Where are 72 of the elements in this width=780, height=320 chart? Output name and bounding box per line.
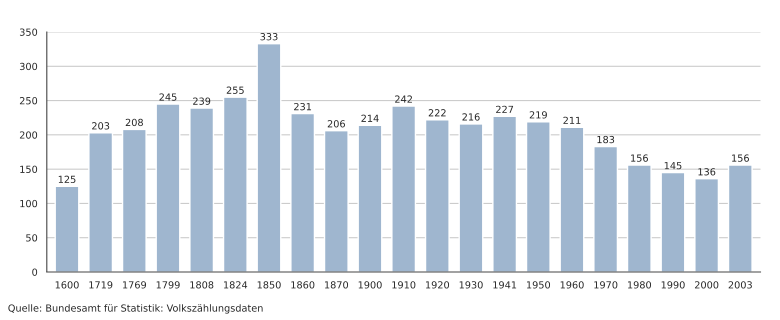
y-tick-label: 100 (20, 200, 38, 208)
data-label: 136 (698, 168, 716, 176)
bar (189, 107, 214, 272)
bar (593, 146, 618, 272)
data-label: 214 (361, 114, 379, 122)
data-label: 125 (58, 176, 76, 184)
data-label: 203 (92, 122, 110, 130)
data-label: 239 (193, 97, 210, 105)
data-label: 219 (530, 111, 547, 119)
bar (358, 124, 382, 272)
data-label: 245 (159, 93, 176, 101)
source-note: Quelle: Bundesamt für Statistik: Volkszählungsdaten (8, 304, 263, 314)
bar (694, 178, 720, 272)
bar (560, 126, 584, 272)
bar (122, 128, 147, 272)
data-label: 242 (395, 95, 412, 103)
x-tick-label: 1824 (224, 281, 248, 289)
bar (526, 121, 551, 272)
data-label: 211 (563, 116, 580, 124)
x-tick-label: 1960 (560, 281, 584, 289)
bar (391, 105, 416, 272)
data-label: 156 (732, 154, 749, 162)
bar (256, 42, 282, 272)
data-label: 183 (597, 136, 614, 144)
bar (88, 132, 114, 272)
x-tick-label: 1769 (123, 281, 146, 289)
y-tick-label: 150 (20, 166, 38, 173)
y-tick-label: 300 (20, 62, 38, 70)
y-tick-label: 350 (20, 28, 38, 36)
data-label: 208 (126, 118, 143, 126)
data-label: 231 (294, 102, 312, 110)
data-label: 216 (462, 113, 480, 121)
x-tick-label: 1870 (325, 281, 348, 289)
data-label: 333 (260, 33, 278, 40)
x-tick-label: 1990 (662, 281, 685, 289)
x-tick-label: 1941 (493, 281, 516, 289)
x-tick-label: 1970 (594, 281, 618, 289)
bar (728, 164, 753, 272)
y-tick-label: 50 (26, 234, 38, 242)
bar (222, 96, 248, 272)
y-tick-label: 0 (32, 268, 38, 276)
x-tick-label: 1950 (527, 281, 550, 289)
x-tick-label: 1719 (89, 281, 112, 289)
bar (54, 186, 80, 272)
bar (626, 164, 652, 272)
x-tick-label: 1930 (460, 281, 483, 289)
bar (156, 103, 180, 272)
y-tick-label: 200 (20, 131, 38, 139)
data-label: 156 (631, 154, 648, 162)
bar (458, 123, 484, 272)
x-tick-label: 1900 (358, 281, 382, 289)
data-label: 227 (496, 106, 514, 113)
bar (290, 112, 316, 272)
x-tick-label: 1799 (156, 281, 180, 289)
data-label: 145 (664, 162, 682, 170)
x-tick-label: 1920 (426, 281, 450, 289)
bar (660, 172, 686, 272)
data-label: 255 (226, 86, 244, 94)
data-label: 206 (328, 120, 345, 128)
x-tick-label: 1808 (190, 281, 214, 289)
x-tick-label: 1600 (56, 281, 79, 289)
bar (424, 119, 450, 272)
x-tick-label: 1850 (258, 281, 281, 289)
data-label: 222 (428, 109, 446, 116)
y-tick-label: 250 (20, 97, 38, 104)
x-tick-label: 1860 (291, 281, 314, 289)
bar (492, 116, 518, 272)
bar (324, 130, 349, 272)
x-tick-label: 2003 (728, 281, 752, 289)
x-tick-label: 2000 (694, 281, 718, 289)
x-tick-label: 1980 (628, 281, 652, 289)
x-tick-label: 1910 (392, 281, 416, 289)
